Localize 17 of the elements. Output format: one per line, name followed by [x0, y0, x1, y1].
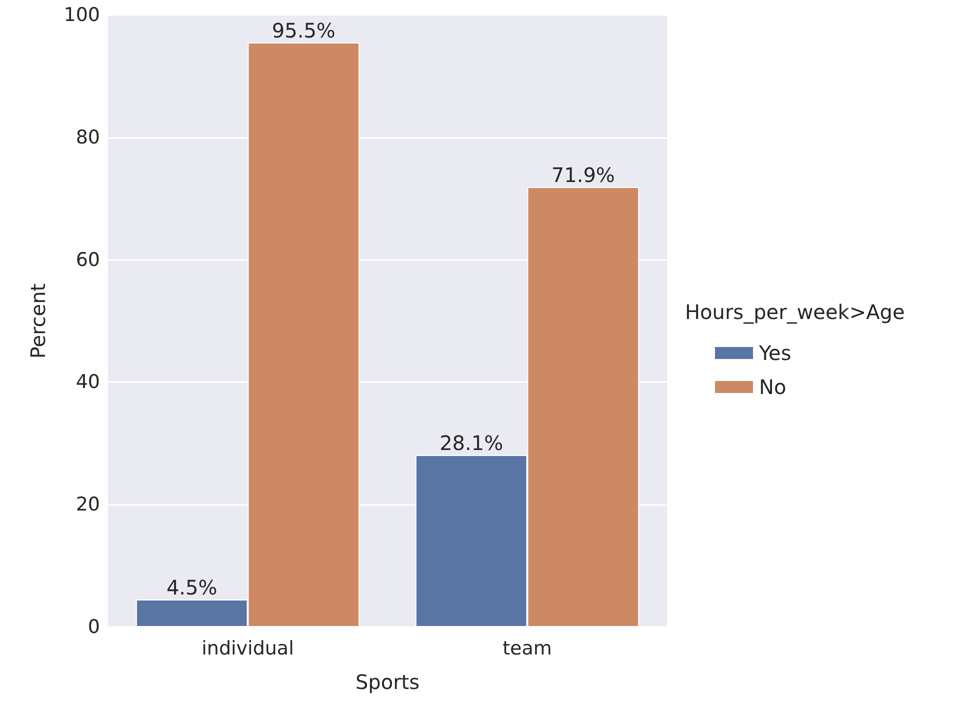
- x-tick-label: individual: [202, 638, 294, 660]
- y-tick-label: 40: [76, 371, 100, 394]
- data-label: 95.5%: [272, 18, 336, 43]
- x-tick-label: team: [502, 638, 552, 660]
- y-tick-label: 60: [76, 248, 100, 271]
- y-tick-label: 100: [64, 4, 100, 26]
- y-tick-label: 80: [76, 126, 100, 148]
- legend-label: Yes: [758, 341, 792, 365]
- y-tick-label: 20: [76, 494, 100, 516]
- x-axis-title: Sports: [355, 670, 420, 694]
- y-axis-title: Percent: [26, 283, 50, 359]
- legend-label: No: [759, 375, 786, 399]
- data-label: 71.9%: [551, 162, 615, 187]
- data-label: 4.5%: [166, 575, 218, 600]
- legend-title: Hours_per_week>Age: [685, 300, 905, 324]
- data-label: 28.1%: [440, 431, 504, 456]
- y-tick-label: 0: [88, 616, 100, 638]
